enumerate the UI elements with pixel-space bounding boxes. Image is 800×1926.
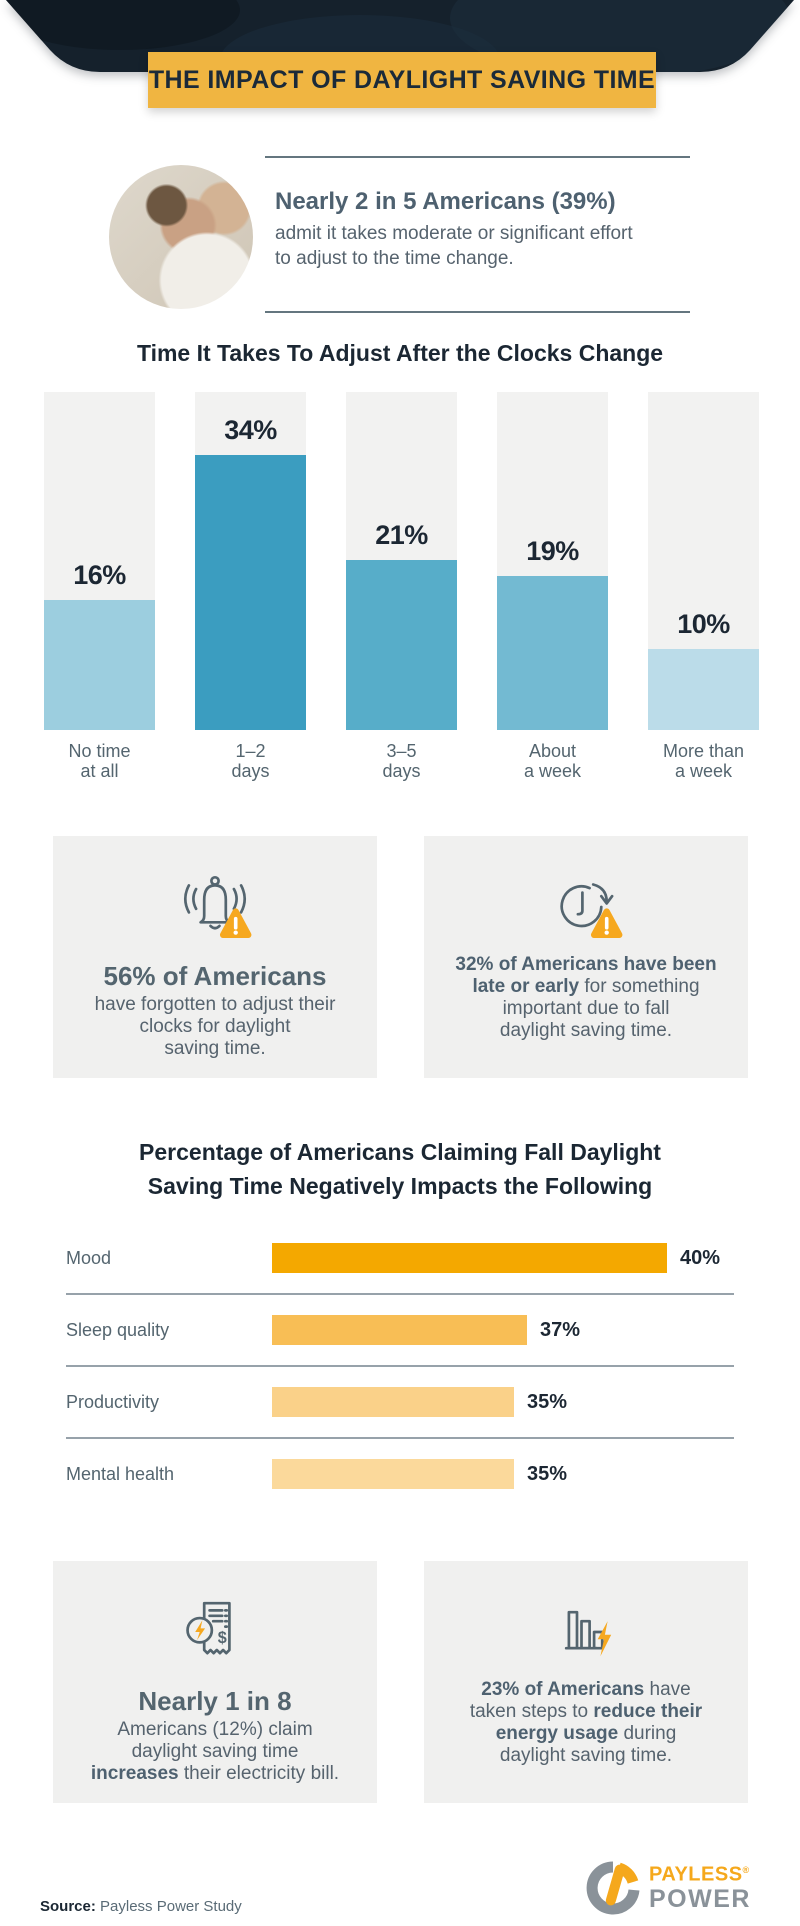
intro-rule-top [265, 156, 690, 158]
chart1-value-label: 19% [526, 536, 579, 566]
chart1-bar-More-than-a-week [648, 649, 759, 730]
chart2-value-label: 35% [527, 1391, 568, 1413]
chart1-track: 10% [648, 392, 759, 730]
payless-power-logo: PAYLESS® POWER [585, 1856, 770, 1918]
chart1-value-label: 34% [224, 415, 277, 445]
chart2-category-label: Mental health [66, 1464, 175, 1484]
chart1-track: 19% [497, 392, 608, 730]
chart1-category-labels: No time at all 1–2 days 3–5 days About a we… [0, 741, 800, 801]
source-label: Source: [40, 1898, 96, 1915]
chart1-track: 16% [44, 392, 155, 730]
intro-photo-sleepy-man [109, 165, 253, 309]
chart2-value-label: 37% [540, 1319, 581, 1341]
chart2-title: Percentage of Americans Claiming Fall Da… [139, 1139, 661, 1199]
chart1-category-label: 3–5 days [382, 741, 421, 781]
logo-payless-text: PAYLESS® [649, 1863, 750, 1886]
page-title: THE IMPACT OF DAYLIGHT SAVING TIME [148, 65, 656, 94]
chart2-category-label: Productivity [66, 1392, 160, 1412]
card3-headline: Nearly 1 in 8 [138, 1686, 292, 1716]
chart1-category-label: More than a week [662, 741, 745, 781]
card1-text: have forgotten to adjust their clocks fo… [94, 994, 336, 1059]
card-electricity-bill: $ Nearly 1 in 8 Americans (12%) claim da… [53, 1561, 377, 1803]
electric-bill-icon: $ [186, 1601, 231, 1655]
card1-headline: 56% of Americans [103, 961, 327, 991]
chart2-value-label: 35% [527, 1463, 568, 1485]
alarm-bell-warning-icon [183, 875, 252, 939]
chart1-value-label: 21% [375, 520, 428, 550]
chart1-bar-1–2-days [195, 455, 306, 730]
chart1-category-label: No time at all [68, 741, 131, 781]
chart1-track: 34% [195, 392, 306, 730]
chart2-bar-Productivity [272, 1387, 514, 1417]
chart2-category-label: Mood [66, 1248, 112, 1268]
chart2-bar-Mood [272, 1243, 667, 1273]
source-line: Source: Payless Power Study [40, 1898, 242, 1915]
chart1-bars: 16% 34% 21% 19% 10% [0, 392, 800, 730]
card3-text: Americans (12%) claim daylight saving ti… [90, 1719, 340, 1784]
card-forgot-clocks: 56% of Americans have forgotten to adjus… [53, 836, 377, 1078]
chart2-row-divider [66, 1365, 734, 1367]
clock-rollback-warning-icon [560, 883, 623, 939]
payless-power-monogram-icon [586, 1861, 640, 1915]
intro-headline: Nearly 2 in 5 Americans (39%) [275, 188, 616, 215]
chart1-category-label: 1–2 days [231, 741, 270, 781]
chart1-value-label: 16% [73, 560, 126, 590]
chart1-track: 21% [346, 392, 457, 730]
chart1-bar-About-a-week [497, 576, 608, 730]
card-late-or-early: 32% of Americans have been late or early… [424, 836, 748, 1078]
intro-rule-bottom [265, 311, 690, 313]
title-banner: THE IMPACT OF DAYLIGHT SAVING TIME [148, 52, 656, 108]
chart1-value-label: 10% [677, 609, 730, 639]
energy-usage-chart-icon [564, 1610, 612, 1657]
source-text: Payless Power Study [95, 1898, 242, 1915]
chart1-bar-3–5-days [346, 560, 457, 730]
chart2-row-divider [66, 1437, 734, 1439]
chart2-category-label: Sleep quality [66, 1320, 170, 1340]
chart1-category-label: About a week [523, 741, 582, 781]
card2-text: 32% of Americans have been late or early… [455, 954, 717, 1041]
card-energy-usage: 23% of Americans have taken steps to red… [424, 1561, 748, 1803]
chart2-bar-Sleep-quality [272, 1315, 527, 1345]
intro-body: admit it takes moderate or significant e… [275, 223, 633, 269]
logo-power-text: POWER [649, 1884, 751, 1913]
chart1-title: Time It Takes To Adjust After the Clocks… [136, 340, 664, 366]
chart2-bars: Mood 40% Sleep quality 37% Productivity 35% Me… [0, 1243, 800, 1493]
chart2-value-label: 40% [680, 1247, 721, 1269]
card4-text: 23% of Americans have taken steps to red… [469, 1679, 703, 1766]
chart1-bar-No-time-at-all [44, 600, 155, 730]
chart2-row-divider [66, 1293, 734, 1295]
chart2-bar-Mental-health [272, 1459, 514, 1489]
svg-text:$: $ [218, 1629, 227, 1647]
